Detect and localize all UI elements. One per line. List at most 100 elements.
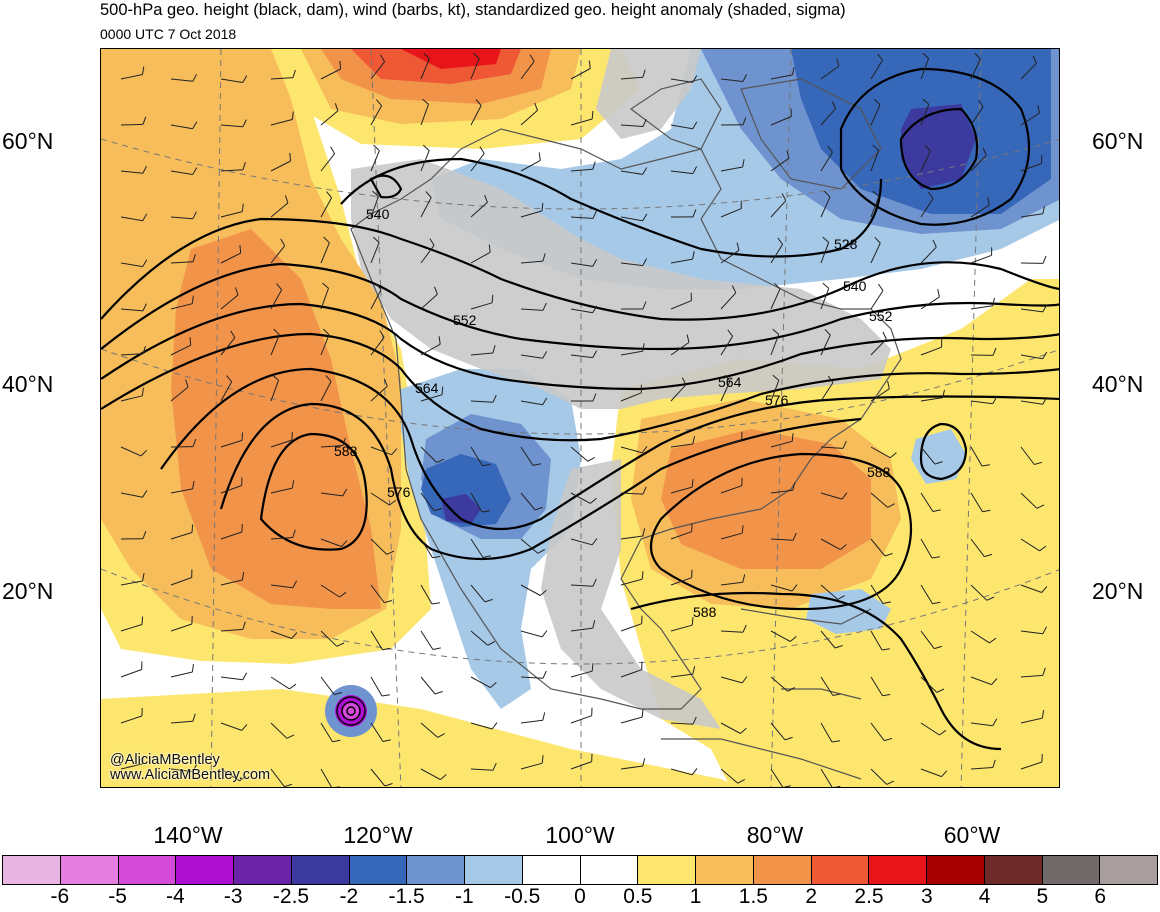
wind-barb-flag — [824, 328, 831, 336]
wind-barb-shaft — [520, 630, 543, 638]
wind-barb-flag — [591, 110, 594, 120]
wind-barb-shaft — [870, 446, 891, 459]
wind-barb-flag — [882, 331, 887, 340]
wind-barb-flag — [642, 486, 647, 495]
wind-barb-flag — [692, 166, 698, 174]
wind-barb-flag — [242, 161, 246, 170]
wind-barb-shaft — [770, 630, 791, 642]
wind-barb-shaft — [370, 337, 385, 356]
wind-barb-shaft — [470, 105, 482, 126]
wind-barb-shaft — [1020, 112, 1040, 126]
wind-barb-shaft — [620, 446, 643, 454]
wind-barb-shaft — [370, 768, 386, 787]
wind-barb-flag — [1042, 667, 1046, 676]
colorbar-box — [580, 856, 639, 884]
wind-barb-shaft — [570, 68, 591, 80]
wind-barb-shaft — [220, 337, 236, 356]
wind-barb-shaft — [670, 341, 690, 356]
wind-barb-flag — [230, 330, 236, 339]
wind-barb-flag — [534, 102, 538, 111]
wind-barb-shaft — [570, 761, 592, 770]
wind-barb-shaft — [570, 168, 593, 172]
colorbar-box — [522, 856, 581, 884]
wind-barb-flag — [982, 509, 991, 513]
wind-barb-flag — [423, 52, 430, 59]
colorbar-label: -0.5 — [504, 885, 541, 908]
wind-barb-shaft — [620, 392, 642, 402]
wind-barb-flag — [987, 196, 990, 206]
colorbar-label: 2.5 — [854, 885, 884, 908]
wind-barb-shaft — [170, 261, 194, 264]
wind-barb-flag — [473, 52, 480, 59]
wind-barb-shaft — [570, 715, 592, 724]
wind-barb-shaft — [670, 722, 694, 725]
wind-barb-shaft — [170, 720, 193, 724]
wind-barb-flag — [931, 556, 940, 559]
wind-barb-flag — [384, 783, 393, 787]
wind-barb-flag — [1042, 255, 1047, 264]
wind-barb-shaft — [670, 300, 692, 310]
wind-barb-flag — [376, 99, 382, 107]
wind-barb-flag — [992, 718, 998, 727]
wind-barb-shaft — [120, 715, 143, 724]
wind-barb-shaft — [770, 722, 786, 741]
wind-barb-flag — [492, 762, 497, 771]
wind-barb-flag — [487, 641, 496, 646]
wind-barb-flag — [429, 238, 435, 246]
wind-barb-flag — [336, 642, 345, 647]
colorbar-box — [1100, 856, 1157, 884]
wind-barb-flag — [792, 482, 796, 491]
wind-barb-flag — [491, 722, 498, 730]
wind-barb-flag — [1041, 586, 1048, 593]
wind-barb-flag — [542, 670, 547, 679]
wind-barb-flag — [437, 733, 445, 738]
map-panel: 540 528 540 552 552 564 564 576 588 576 … — [100, 48, 1060, 788]
colorbar-label: -4 — [166, 885, 185, 908]
wind-barb-shaft — [570, 538, 593, 546]
wind-barb-shaft — [570, 118, 593, 126]
wind-barb-shaft — [870, 196, 880, 218]
wind-barb-shaft — [520, 538, 539, 554]
wind-barb-flag — [334, 103, 339, 112]
lat-label-40n-right: 40°N — [1092, 371, 1144, 397]
wind-barb-shaft — [970, 400, 993, 405]
wind-barb-shaft — [370, 722, 384, 742]
wind-barb-flag — [1034, 461, 1043, 465]
wind-barb-flag — [272, 374, 279, 381]
wind-barb-flag — [642, 301, 647, 310]
wind-barb-shaft — [720, 768, 739, 784]
wind-barb-shaft — [470, 251, 491, 264]
wind-barb-shaft — [120, 74, 143, 80]
wind-barb-shaft — [870, 290, 884, 310]
wind-barb-flag — [691, 617, 694, 626]
wind-barb-flag — [192, 121, 198, 129]
wind-barb-shaft — [170, 170, 193, 175]
wind-barb-shaft — [220, 78, 243, 83]
wind-barb-flag — [542, 397, 548, 406]
wind-barb-flag — [141, 616, 144, 625]
wind-barb-flag — [381, 694, 390, 697]
lon-label-60w: 60°W — [943, 822, 1001, 848]
wind-barb-shaft — [920, 346, 942, 356]
wind-barb-shaft — [470, 153, 485, 172]
wind-barb-shaft — [620, 124, 644, 127]
wind-barb-shaft — [870, 388, 890, 402]
wind-barb-shaft — [470, 722, 493, 730]
wind-barb-shaft — [120, 216, 143, 222]
wind-barb-shaft — [270, 334, 280, 356]
wind-barb-shaft — [720, 532, 743, 540]
wind-barb-flag — [326, 191, 332, 199]
wind-barb-shaft — [620, 492, 644, 495]
wind-barb-flag — [241, 572, 245, 581]
wind-barb-flag — [422, 144, 430, 151]
wind-barb-shaft — [770, 74, 793, 80]
wind-barb-flag — [542, 253, 546, 262]
wind-barb-shaft — [670, 768, 693, 776]
wind-barb-flag — [389, 499, 397, 506]
wind-barb-shaft — [970, 676, 992, 686]
height-contours — [101, 67, 1059, 751]
wind-barb-shaft — [370, 385, 388, 402]
wind-barb-flag — [592, 210, 597, 219]
contour-label: 528 — [834, 236, 858, 252]
wind-barb-shaft — [120, 580, 143, 586]
